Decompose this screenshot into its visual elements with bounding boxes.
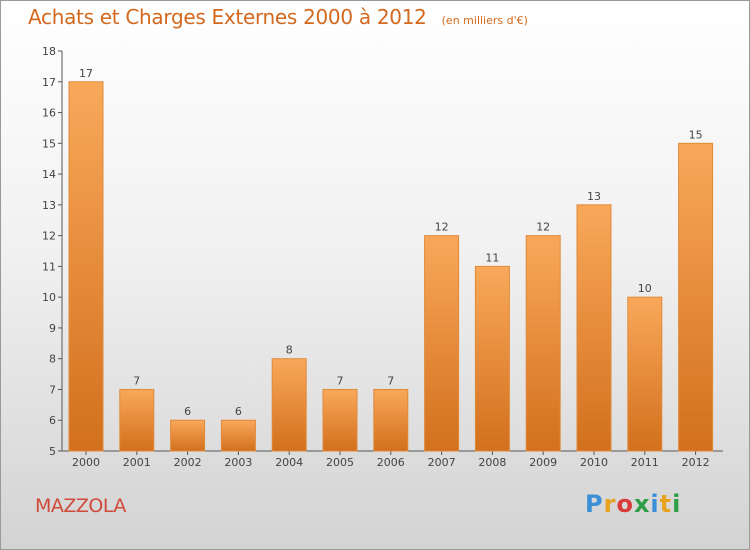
bar — [627, 296, 663, 452]
axes: 5 6 7 8 9 10 11 12 13 14 15 16 17 18 2000 2001 2002 2003 2… — [42, 45, 723, 469]
y-tick-label: 15 — [42, 137, 56, 150]
data-label: 12 — [536, 221, 550, 234]
logo-letter: o — [616, 490, 634, 518]
x-tick-label: 2012 — [682, 456, 710, 469]
y-tick-label: 16 — [42, 107, 56, 120]
chart-subtitle: (en milliers d'€) — [441, 14, 528, 27]
y-tick-label: 5 — [49, 445, 56, 458]
data-label: 7 — [133, 374, 140, 387]
bar — [220, 419, 256, 452]
bar — [271, 358, 307, 452]
bar — [525, 235, 561, 452]
commune-name: MAZZOLA — [35, 495, 126, 517]
data-label: 7 — [387, 374, 394, 387]
bar — [474, 265, 510, 452]
x-tick-label: 2006 — [377, 456, 405, 469]
y-tick-label: 10 — [42, 291, 56, 304]
y-tick-label: 6 — [49, 414, 56, 427]
x-tick-label: 2004 — [275, 456, 303, 469]
bar — [576, 204, 612, 452]
data-label: 6 — [235, 405, 242, 418]
proxiti-logo[interactable]: Proxiti — [585, 490, 681, 518]
data-label: 6 — [184, 405, 191, 418]
logo-letter: x — [633, 490, 651, 518]
logo-letter: P — [585, 490, 604, 518]
y-tick-label: 18 — [42, 45, 56, 58]
logo-letter: r — [603, 490, 617, 518]
chart-title: Achats et Charges Externes 2000 à 2012 — [28, 5, 427, 29]
x-tick-label: 2008 — [478, 456, 506, 469]
data-label: 7 — [337, 374, 344, 387]
x-tick-label: 2011 — [631, 456, 659, 469]
logo-letter: i — [672, 490, 682, 518]
y-tick-label: 11 — [42, 260, 56, 273]
y-tick-label: 8 — [49, 353, 56, 366]
bar — [119, 388, 155, 452]
bar — [678, 142, 714, 452]
bar — [424, 235, 460, 452]
x-tick-label: 2003 — [224, 456, 252, 469]
title-row: Achats et Charges Externes 2000 à 2012 (… — [28, 5, 528, 29]
data-label: 11 — [485, 251, 499, 264]
bars — [68, 81, 714, 452]
bar — [68, 81, 104, 452]
data-label: 12 — [435, 221, 449, 234]
data-label: 17 — [79, 67, 93, 80]
y-tick-label: 9 — [49, 322, 56, 335]
y-tick-label: 7 — [49, 383, 56, 396]
data-label: 15 — [689, 128, 703, 141]
x-tick-label: 2010 — [580, 456, 608, 469]
x-tick-label: 2001 — [123, 456, 151, 469]
data-label: 13 — [587, 190, 601, 203]
y-tick-label: 17 — [42, 76, 56, 89]
y-tick-label: 12 — [42, 230, 56, 243]
x-tick-label: 2002 — [174, 456, 202, 469]
bar — [373, 388, 409, 452]
bar — [170, 419, 206, 452]
logo-letter: t — [659, 490, 673, 518]
bar — [322, 388, 358, 452]
logo-letter: i — [650, 490, 660, 518]
data-label: 8 — [286, 344, 293, 357]
data-label: 10 — [638, 282, 652, 295]
x-tick-label: 2005 — [326, 456, 354, 469]
x-tick-label: 2007 — [428, 456, 456, 469]
x-tick-label: 2000 — [72, 456, 100, 469]
y-tick-label: 13 — [42, 199, 56, 212]
data-labels: 17 7 6 6 8 7 7 12 11 12 13 10 15 — [79, 67, 703, 418]
x-tick-label: 2009 — [529, 456, 557, 469]
y-tick-label: 14 — [42, 168, 56, 181]
